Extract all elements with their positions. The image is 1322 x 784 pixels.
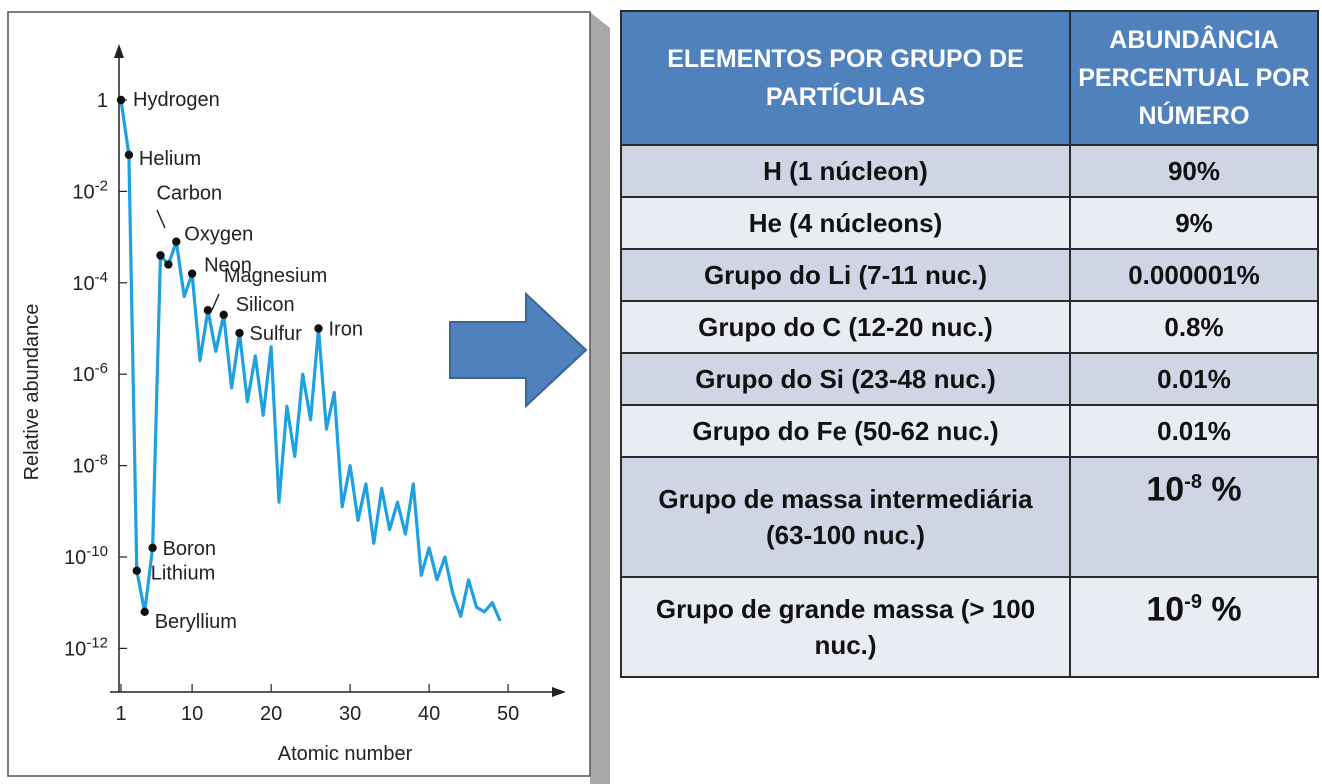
data-point [116,95,126,105]
y-axis-arrowhead [114,44,124,58]
chart-series [119,99,502,622]
value-cell: 0.01% [1069,352,1319,406]
group-cell: Grupo do Li (7-11 nuc.) [620,248,1071,302]
abundance-chart: 1 10 20 30 40 50 1 10-2 10-4 10-6 10-8 10-10 10-12 H… [7,11,610,784]
value-power: 10-8 % [1146,470,1242,509]
point-label: Iron [329,319,363,341]
point-label: Boron [163,538,216,560]
point-label: Silicon [236,294,295,316]
y-tick-label: 10-6 [72,360,108,386]
data-point [156,251,165,260]
group-cell: H (1 núcleon) [620,144,1071,198]
group-cell: He (4 núcleons) [620,196,1071,250]
table-row: Grupo do C (12-20 nuc.) 0.8% [620,300,1319,354]
y-tick-label: 10-12 [64,634,108,660]
data-point [124,150,134,160]
y-tick-label: 10-2 [72,177,108,203]
magnesium-pointer [211,293,220,311]
table-header-row: ELEMENTOS POR GRUPO DE PARTÍCULAS ABUNDÂ… [620,10,1319,146]
data-point [148,543,157,553]
data-point [132,566,141,575]
x-tick-label: 20 [260,703,282,725]
group-cell: Grupo de grande massa (> 100 nuc.) [620,576,1071,678]
group-cell: Grupo de massa intermediária (63-100 nuc… [620,456,1071,578]
value-cell: 10-8 % [1069,456,1319,578]
data-point [314,324,323,333]
abundance-chart-panel: 1 10 20 30 40 50 1 10-2 10-4 10-6 10-8 10-10 10-12 H… [0,0,620,784]
point-label: Beryllium [155,611,237,633]
data-point [164,260,173,269]
abundance-line [119,99,502,622]
value-cell: 0.8% [1069,300,1319,354]
table-row: Grupo de grande massa (> 100 nuc.) 10-9 … [620,576,1319,678]
x-axis-title: Atomic number [278,743,413,765]
panel-face [7,11,591,777]
chart-axes [110,44,566,697]
value-cell: 90% [1069,144,1319,198]
value-cell: 9% [1069,196,1319,250]
data-point [203,306,213,315]
point-label: Sulfur [250,323,303,345]
x-tick-label: 40 [418,703,440,725]
abundance-table: ELEMENTOS POR GRUPO DE PARTÍCULAS ABUNDÂ… [620,10,1319,678]
x-tick-label: 30 [339,703,361,725]
point-label: Hydrogen [133,89,220,111]
header-abundance: ABUNDÂNCIA PERCENTUAL POR NÚMERO [1069,10,1319,146]
y-tick-label: 10-10 [64,543,108,569]
data-point [172,237,181,246]
table-row: He (4 núcleons) 9% [620,196,1319,250]
data-point [187,269,197,278]
value-power: 10-9 % [1146,590,1242,629]
point-label: Carbon [157,182,223,204]
point-label: Oxygen [184,224,253,246]
y-tick-label: 10-4 [72,269,108,295]
data-point [140,607,149,617]
table-row: Grupo do Fe (50-62 nuc.) 0.01% [620,404,1319,458]
y-tick-label: 1 [97,90,108,112]
table-row: Grupo de massa intermediária (63-100 nuc… [620,456,1319,578]
group-cell: Grupo do C (12-20 nuc.) [620,300,1071,354]
chart-ticks: 1 10 20 30 40 50 1 10-2 10-4 10-6 10-8 10-10 10-12 [64,90,519,725]
table-row: H (1 núcleon) 90% [620,144,1319,198]
x-axis-arrowhead [552,687,566,697]
x-tick-label: 10 [181,703,203,725]
data-point [235,328,244,338]
x-tick-label: 1 [115,703,126,725]
point-label: Magnesium [224,265,327,287]
group-cell: Grupo do Fe (50-62 nuc.) [620,404,1071,458]
point-label: Neon [204,255,252,277]
point-label: Lithium [151,563,215,585]
value-cell: 10-9 % [1069,576,1319,678]
table-row: Grupo do Si (23-48 nuc.) 0.01% [620,352,1319,406]
x-tick-label: 50 [497,703,519,725]
point-label: Helium [139,148,201,170]
header-groups: ELEMENTOS POR GRUPO DE PARTÍCULAS [620,10,1071,146]
carbon-pointer [156,209,166,229]
value-cell: 0.01% [1069,404,1319,458]
right-arrow-icon [449,292,588,408]
value-cell: 0.000001% [1069,248,1319,302]
y-axis-title: Relative abundance [21,304,43,481]
y-tick-label: 10-8 [72,452,108,478]
group-cell: Grupo do Si (23-48 nuc.) [620,352,1071,406]
table-row: Grupo do Li (7-11 nuc.) 0.000001% [620,248,1319,302]
data-point [219,310,228,319]
